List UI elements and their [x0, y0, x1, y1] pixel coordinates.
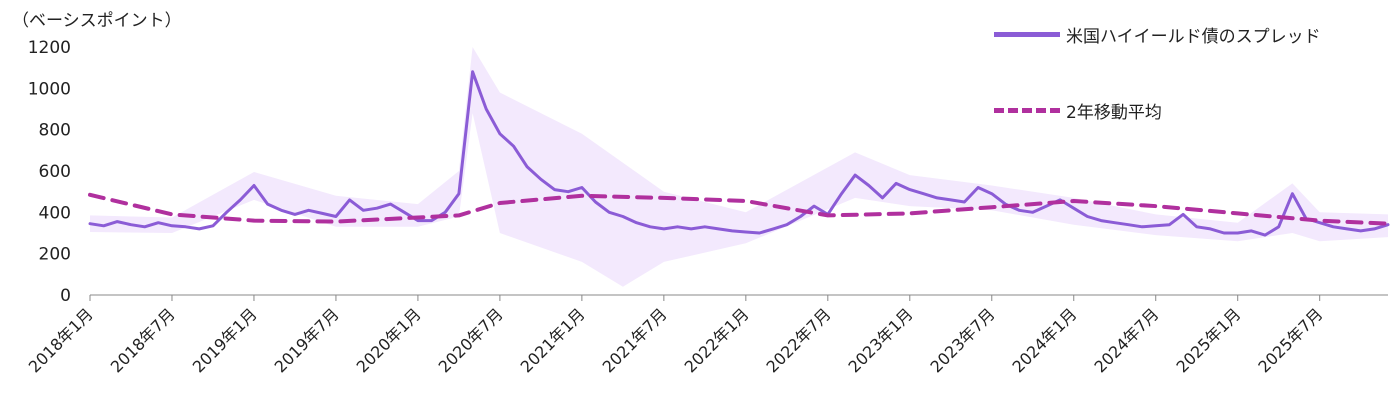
x-tick-label: 2019年1月	[189, 304, 261, 376]
y-tick-label: 1000	[28, 79, 71, 99]
series-line-spread	[88, 70, 1390, 237]
y-tick-label: 400	[39, 203, 71, 223]
y-tick-label: 600	[39, 162, 71, 182]
x-tick-label: 2022年7月	[763, 304, 835, 376]
y-unit-label: （ベーシスポイント）	[12, 11, 182, 31]
y-tick-label: 200	[39, 245, 71, 265]
x-tick-label: 2021年1月	[517, 304, 589, 376]
legend-solid-line-icon	[994, 32, 1060, 37]
legend-item-spread: 米国ハイイールド債のスプレッド	[994, 22, 1321, 47]
legend-item-moving-average: 2年移動平均	[994, 98, 1162, 123]
x-tick-label: 2023年1月	[845, 304, 917, 376]
x-tick-label: 2020年1月	[353, 304, 425, 376]
series-line-moving-average	[88, 192, 1390, 226]
legend-dashed-line-icon	[994, 108, 1060, 113]
x-tick-label: 2018年1月	[25, 304, 97, 376]
x-tick-label: 2024年7月	[1090, 304, 1162, 376]
legend-label-spread: 米国ハイイールド債のスプレッド	[1066, 27, 1321, 47]
legend-label-moving-average: 2年移動平均	[1066, 103, 1162, 123]
x-tick-label: 2018年7月	[107, 304, 179, 376]
x-tick-label: 2020年7月	[435, 304, 507, 376]
x-tick-label: 2025年7月	[1254, 304, 1326, 376]
y-tick-label: 800	[39, 121, 71, 141]
x-tick-label: 2021年7月	[599, 304, 671, 376]
range-band	[90, 47, 1388, 287]
x-tick-label: 2023年7月	[927, 304, 999, 376]
y-tick-label: 1200	[28, 38, 71, 58]
x-tick-label: 2022年1月	[681, 304, 753, 376]
y-tick-label: 0	[60, 286, 71, 306]
x-tick-label: 2019年7月	[271, 304, 343, 376]
x-tick-label: 2025年1月	[1172, 304, 1244, 376]
x-tick-label: 2024年1月	[1009, 304, 1081, 376]
